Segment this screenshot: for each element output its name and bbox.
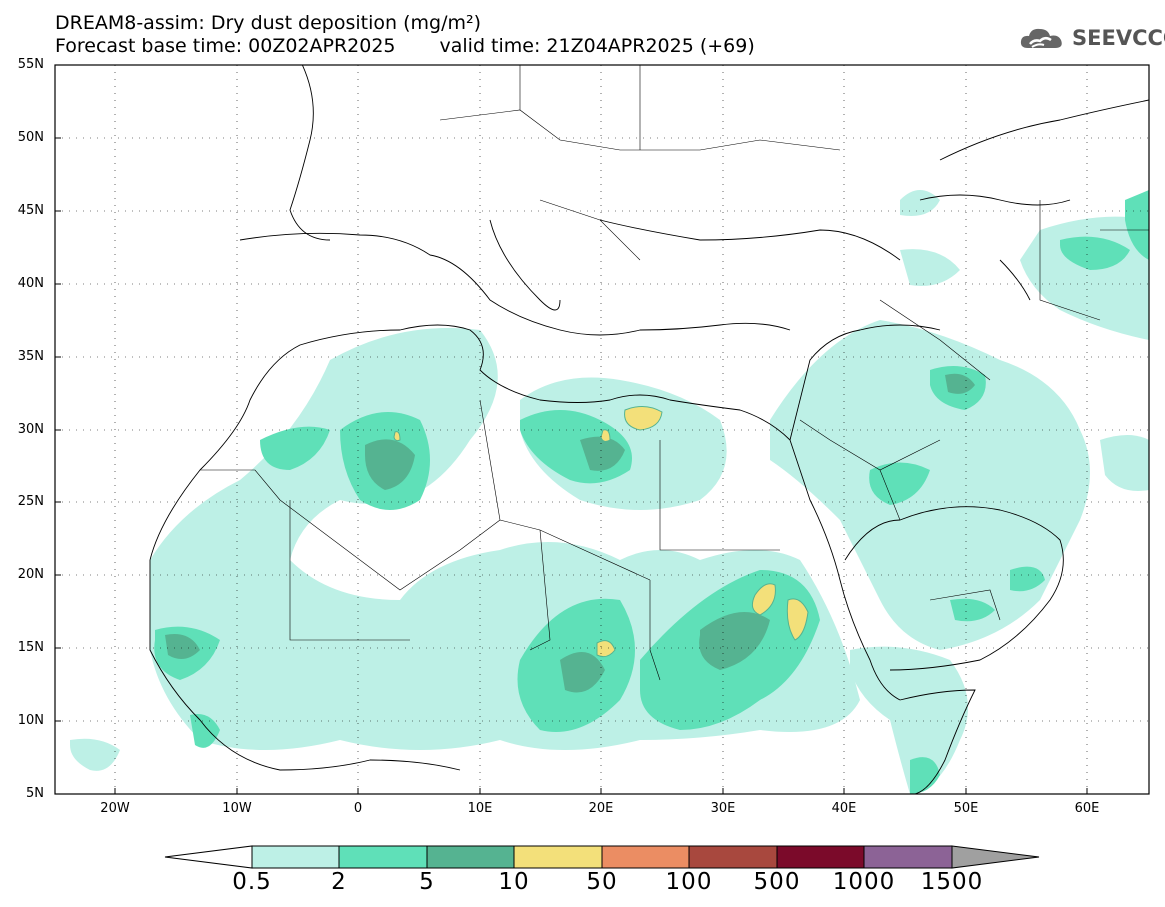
- cloud-icon: [1020, 28, 1062, 48]
- lon-label: 20W: [100, 801, 130, 816]
- lat-label: 15N: [17, 640, 44, 655]
- lon-label: 50E: [953, 801, 979, 816]
- colorbar-label: 100: [665, 869, 713, 895]
- country-borders: [200, 65, 1149, 681]
- colorbar-segment-3: [426, 845, 515, 869]
- colorbar-label: 1000: [832, 869, 896, 895]
- colorbar-segment-7: [776, 845, 865, 869]
- lat-label: 55N: [17, 57, 44, 72]
- colorbar-label: 10: [498, 869, 530, 895]
- dust-region-high: [393, 406, 809, 658]
- colorbar-label: 1500: [920, 869, 984, 895]
- colorbar-arrow-low: [164, 845, 253, 869]
- logo-text: SEEVCCC: [1072, 26, 1165, 50]
- valid-time: valid time: 21Z04APR2025 (+69): [439, 35, 755, 57]
- lat-label: 25N: [17, 494, 44, 509]
- lat-label: 10N: [17, 713, 44, 728]
- lon-label: 10W: [222, 801, 252, 816]
- colorbar-label: 500: [753, 869, 801, 895]
- lon-label: 40E: [831, 801, 857, 816]
- lat-label: 45N: [17, 203, 44, 218]
- lon-label: 10E: [467, 801, 493, 816]
- colorbar-segment-6: [688, 845, 778, 869]
- map-title: DREAM8-assim: Dry dust deposition (mg/m²…: [55, 12, 482, 34]
- lat-label: 30N: [17, 422, 44, 437]
- lon-label: 30E: [710, 801, 736, 816]
- lon-label: 0: [353, 801, 363, 816]
- lat-label: 5N: [26, 786, 44, 801]
- lon-label: 60E: [1074, 801, 1100, 816]
- colorbar-arrow-high: [951, 845, 1040, 869]
- lat-label: 35N: [17, 349, 44, 364]
- lon-label: 20E: [588, 801, 614, 816]
- axis-ticks: [55, 137, 1088, 794]
- colorbar-label: 0.5: [232, 869, 272, 895]
- seevccc-logo: SEEVCCC: [1018, 24, 1165, 52]
- colorbar-segment-8: [863, 845, 953, 869]
- lat-label: 50N: [17, 130, 44, 145]
- colorbar-segment-4: [513, 845, 603, 869]
- lat-label: 20N: [17, 567, 44, 582]
- colorbar: [164, 845, 1040, 869]
- dust-region-dark: [165, 373, 975, 693]
- colorbar-segment-5: [601, 845, 690, 869]
- coastlines: [149, 65, 1149, 794]
- colorbar-segment-1: [251, 845, 340, 869]
- colorbar-label: 5: [419, 869, 435, 895]
- forecast-base-time: Forecast base time: 00Z02APR2025: [55, 35, 396, 57]
- colorbar-label: 2: [331, 869, 347, 895]
- colorbar-label: 50: [586, 869, 618, 895]
- map-subtitle: Forecast base time: 00Z02APR2025 valid ti…: [55, 36, 755, 57]
- lat-label: 40N: [17, 276, 44, 291]
- gridlines: [55, 65, 1149, 794]
- colorbar-segment-2: [338, 845, 428, 869]
